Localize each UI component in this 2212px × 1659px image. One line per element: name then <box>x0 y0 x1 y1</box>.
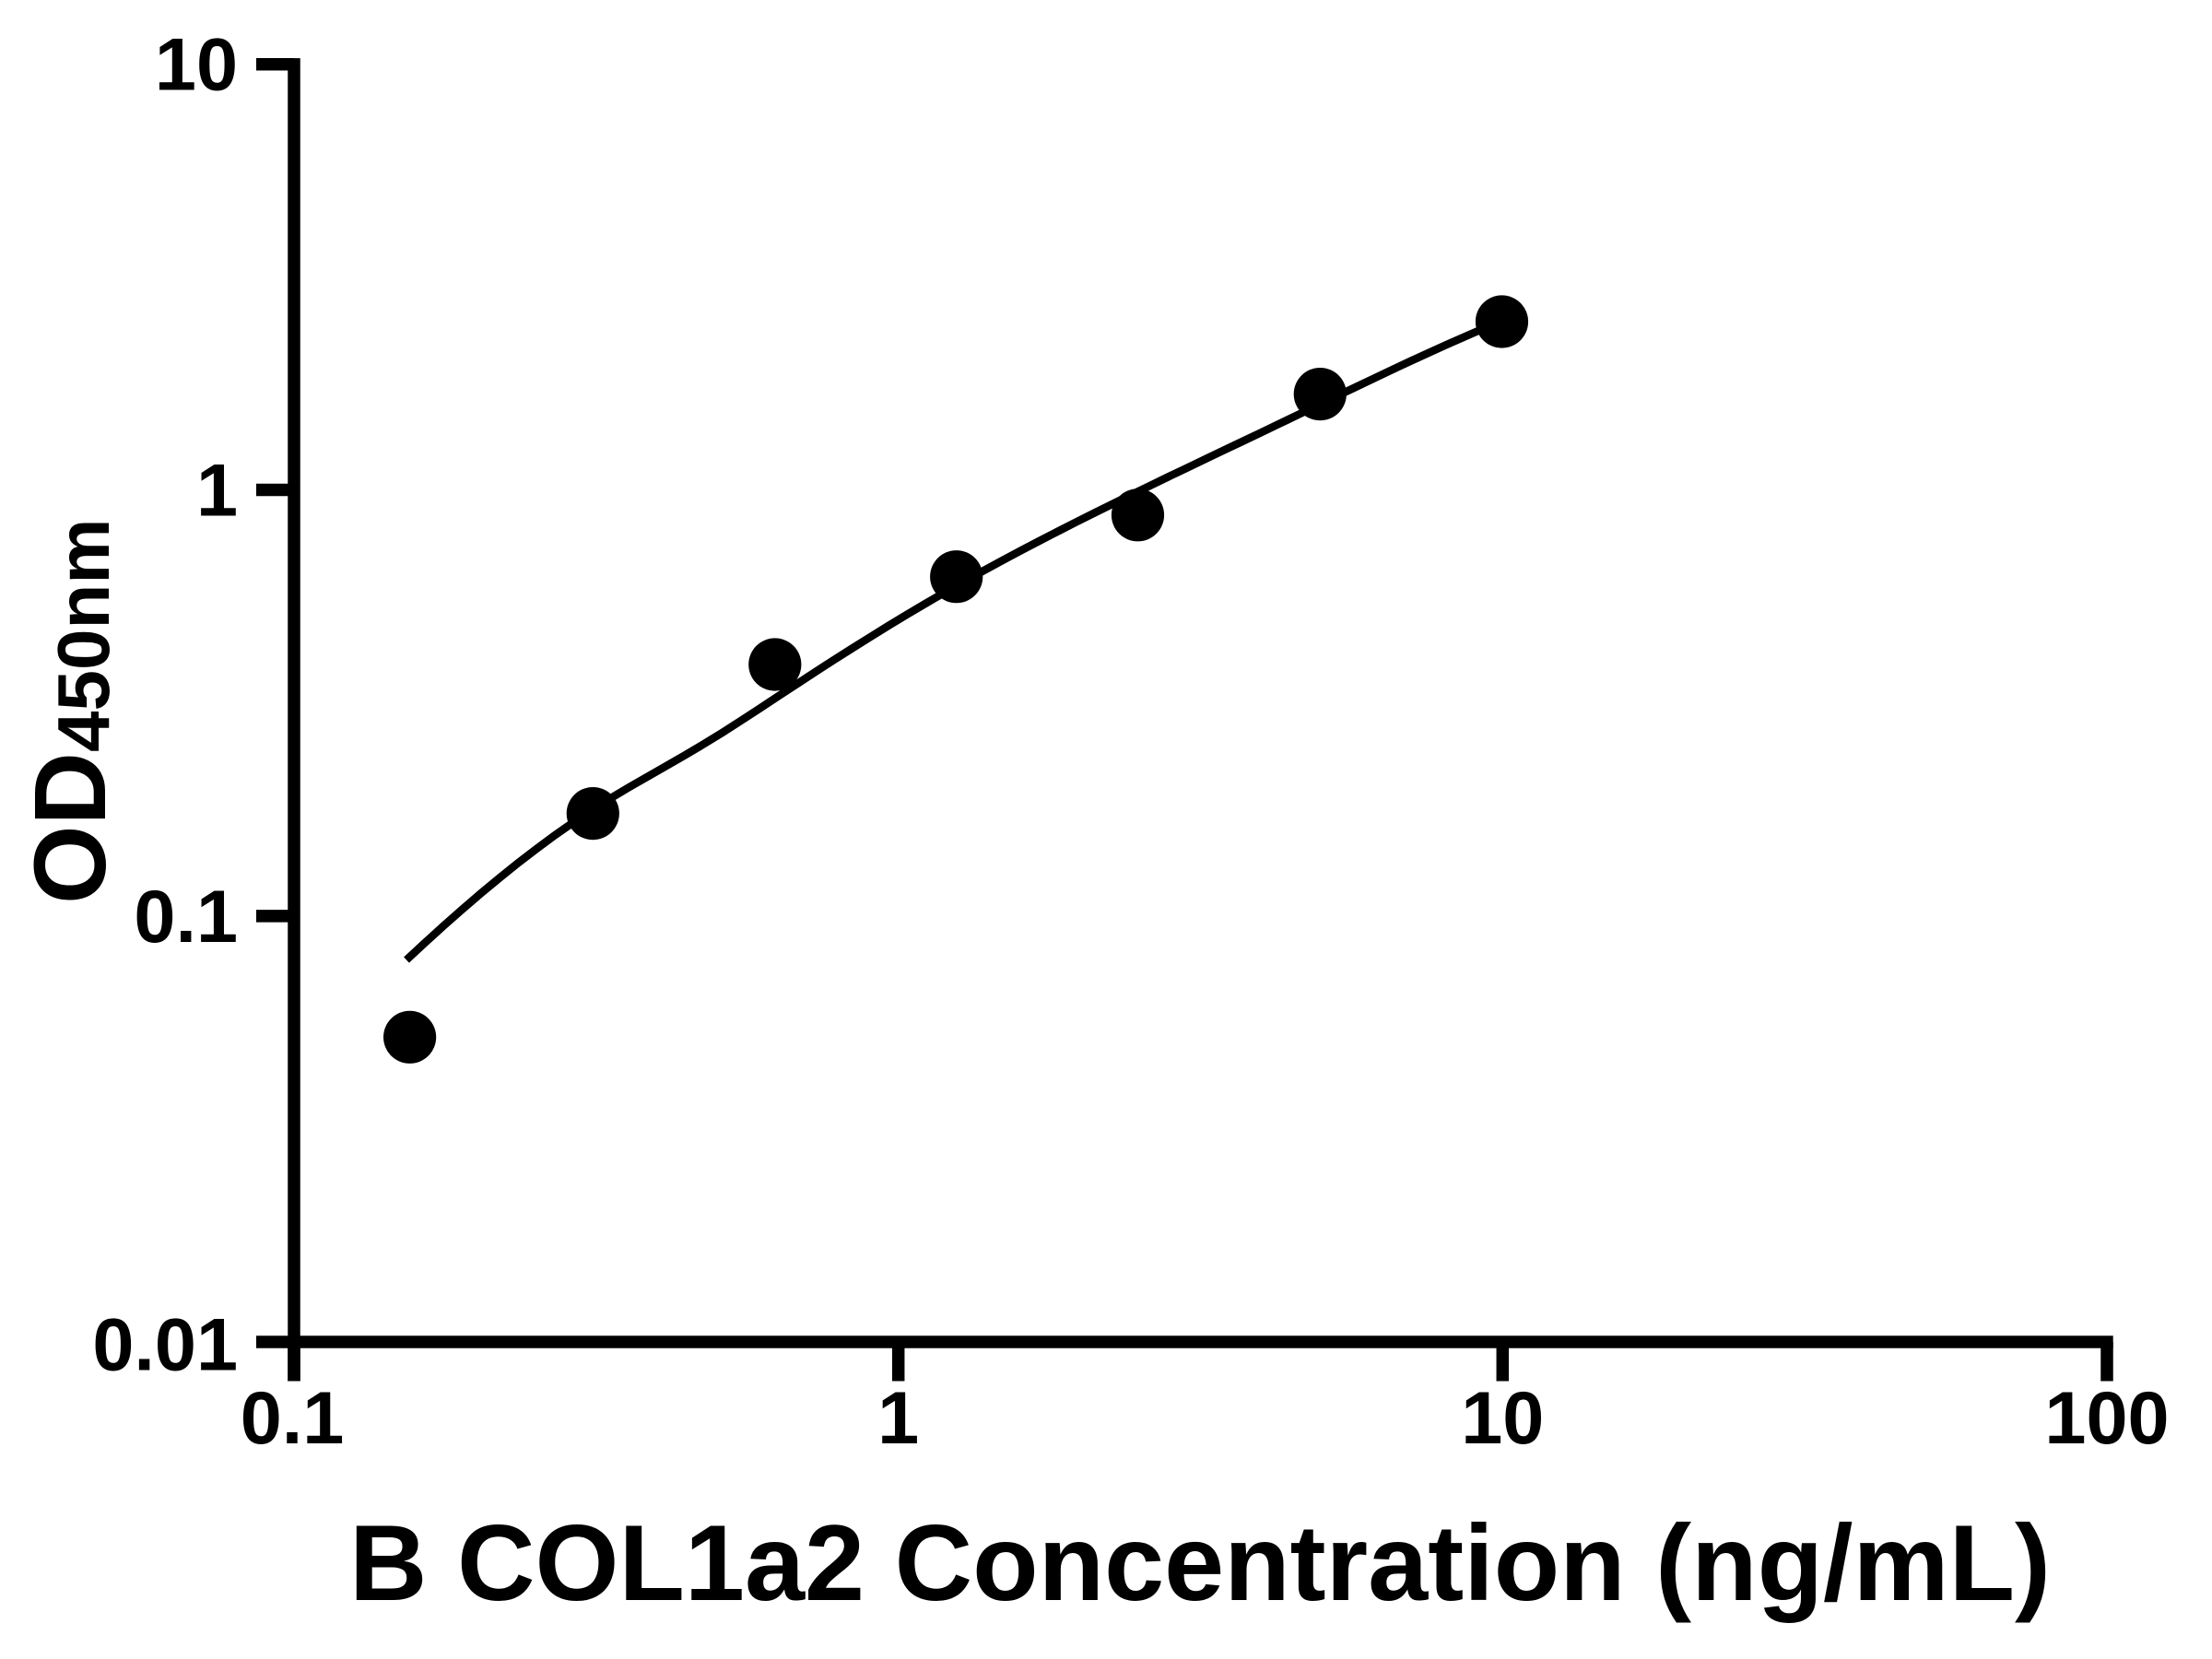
svg-text:B COL1a2 Concentration (ng/mL): B COL1a2 Concentration (ng/mL) <box>349 1502 2051 1623</box>
svg-text:0.1: 0.1 <box>134 876 238 959</box>
svg-text:1: 1 <box>877 1377 919 1460</box>
svg-text:0.1: 0.1 <box>241 1377 345 1460</box>
svg-text:10: 10 <box>1461 1377 1544 1460</box>
svg-text:0.01: 0.01 <box>92 1304 238 1387</box>
svg-text:10: 10 <box>155 24 238 107</box>
svg-text:100: 100 <box>2044 1377 2169 1460</box>
svg-text:1: 1 <box>196 449 238 532</box>
